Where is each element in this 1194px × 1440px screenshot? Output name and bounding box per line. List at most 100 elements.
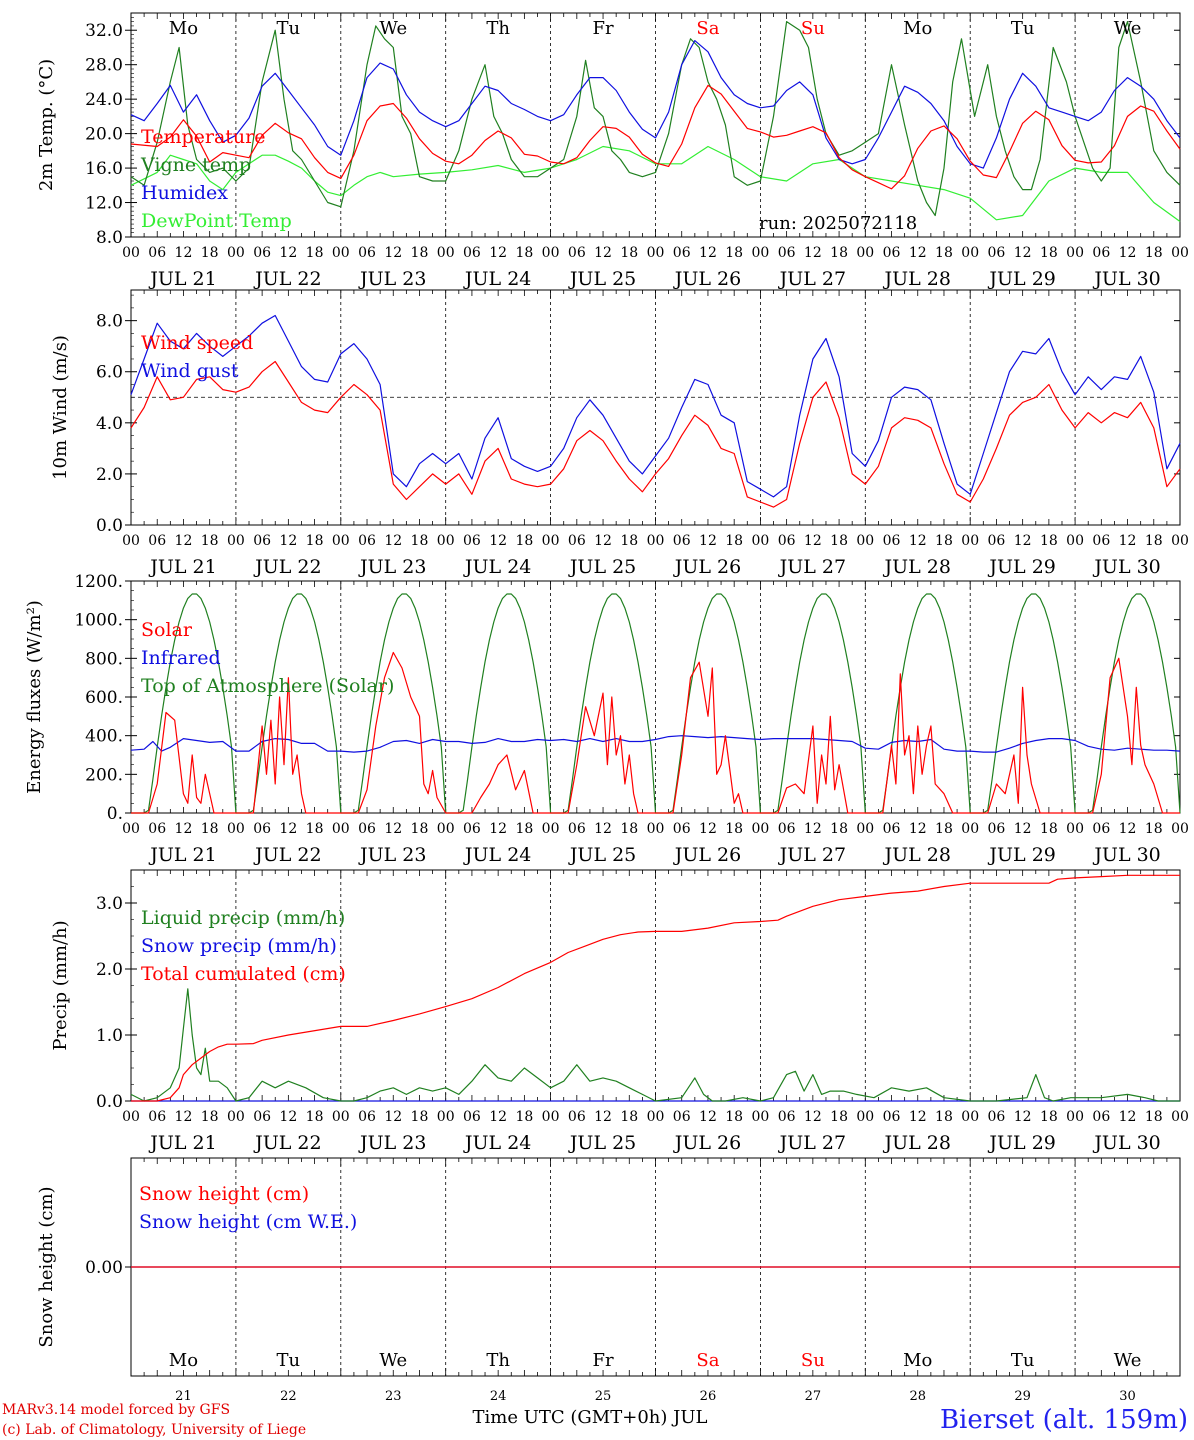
legend-entry: Total cumulated (cm) (141, 963, 346, 985)
hour-tick-label: 00 (437, 533, 455, 549)
hour-tick-label: 06 (778, 533, 796, 549)
hour-tick-label: 00 (332, 1109, 350, 1125)
legend-entry: Humidex (141, 182, 228, 204)
day-of-week-label: We (1114, 18, 1142, 39)
hour-tick-label: 06 (673, 245, 691, 261)
hour-tick-label: 12 (384, 821, 402, 837)
y-tick-label: 0.00 (85, 1258, 123, 1278)
date-label: JUL 30 (1092, 1132, 1160, 1154)
day-of-week-label: We (1114, 1350, 1142, 1371)
hour-tick-label: 06 (253, 1109, 271, 1125)
y-tick-label: 6.0 (96, 363, 123, 383)
hour-tick-label: 18 (306, 533, 324, 549)
date-label: JUL 22 (253, 844, 321, 866)
hour-tick-label: 12 (1014, 245, 1032, 261)
day-number-label: 27 (805, 1389, 822, 1404)
run-label: run: 2025072118 (759, 213, 917, 234)
day-of-week-label: We (379, 1350, 407, 1371)
hour-tick-label: 06 (358, 533, 376, 549)
hour-tick-label: 18 (935, 533, 953, 549)
legend-entry: Liquid precip (mm/h) (141, 907, 345, 929)
hour-tick-label: 18 (830, 245, 848, 261)
day-of-week-label: Mo (903, 1350, 932, 1371)
hour-tick-label: 18 (1145, 245, 1163, 261)
y-tick-label: 2.0 (96, 960, 123, 980)
hour-tick-label: 06 (778, 821, 796, 837)
y-tick-label: 400. (85, 727, 123, 747)
hour-tick-label: 12 (1014, 1109, 1032, 1125)
day-of-week-label: Tu (277, 1350, 301, 1371)
hour-tick-label: 12 (489, 533, 507, 549)
date-label: JUL 23 (358, 844, 426, 866)
hour-tick-label: 12 (175, 533, 193, 549)
hour-tick-label: 06 (673, 821, 691, 837)
legend-entry: Top of Atmosphere (Solar) (141, 675, 394, 697)
hour-tick-label: 12 (1014, 533, 1032, 549)
hour-tick-label: 18 (1040, 245, 1058, 261)
date-label: JUL 29 (987, 556, 1055, 578)
hour-tick-label: 12 (594, 1109, 612, 1125)
date-label: JUL 23 (358, 268, 426, 290)
legend-entry: Wind gust (141, 360, 239, 382)
hour-tick-label: 18 (620, 533, 638, 549)
day-of-week-label: Fr (593, 1350, 614, 1371)
hour-tick-label: 06 (148, 821, 166, 837)
date-label: JUL 27 (778, 844, 846, 866)
y-tick-label: 8.0 (96, 312, 123, 332)
hour-tick-label: 12 (279, 1109, 297, 1125)
y-tick-label: 12.0 (85, 194, 123, 214)
y-tick-label: 200. (85, 765, 123, 785)
hour-tick-label: 18 (515, 821, 533, 837)
date-label: JUL 24 (463, 556, 531, 578)
y-tick-label: 0. (107, 804, 123, 824)
hour-tick-label: 06 (778, 1109, 796, 1125)
hour-tick-label: 00 (961, 821, 979, 837)
hour-tick-label: 06 (253, 821, 271, 837)
hour-tick-label: 12 (489, 245, 507, 261)
hour-tick-label: 00 (647, 1109, 665, 1125)
hour-tick-label: 12 (699, 245, 717, 261)
hour-tick-label: 00 (856, 821, 874, 837)
legend-entry: Snow height (cm W.E.) (139, 1211, 357, 1233)
hour-tick-label: 06 (988, 821, 1006, 837)
date-label: JUL 27 (778, 1132, 846, 1154)
hour-tick-label: 06 (148, 245, 166, 261)
panel-3 (125, 580, 1181, 814)
series-line-vigne-temp (130, 21, 1181, 217)
date-label: JUL 21 (148, 556, 216, 578)
hour-tick-label: 06 (1092, 245, 1110, 261)
hour-tick-label: 00 (856, 533, 874, 549)
day-number-label: 28 (909, 1389, 926, 1404)
hour-tick-label: 00 (647, 533, 665, 549)
y-axis-label: 10m Wind (m/s) (50, 335, 71, 480)
y-tick-label: 4.0 (96, 414, 123, 434)
hour-tick-label: 12 (489, 821, 507, 837)
hour-tick-label: 12 (594, 533, 612, 549)
hour-tick-label: 18 (515, 533, 533, 549)
day-of-week-label: Fr (593, 18, 614, 39)
y-axis-label: Snow height (cm) (36, 1186, 57, 1347)
hour-tick-label: 06 (988, 1109, 1006, 1125)
hour-tick-label: 00 (1066, 245, 1084, 261)
hour-tick-label: 06 (148, 1109, 166, 1125)
legend-entry: Snow height (cm) (139, 1183, 309, 1205)
date-label: JUL 28 (883, 1132, 951, 1154)
hour-tick-label: 06 (463, 821, 481, 837)
hour-tick-label: 12 (175, 245, 193, 261)
hour-tick-label: 00 (856, 245, 874, 261)
hour-tick-label: 06 (1092, 821, 1110, 837)
day-of-week-label: Su (801, 1350, 825, 1371)
date-label: JUL 24 (463, 268, 531, 290)
hour-tick-label: 06 (568, 245, 586, 261)
hour-tick-label: 12 (1119, 1109, 1137, 1125)
time-axis-title: Time UTC (GMT+0h) JUL (473, 1407, 708, 1428)
day-number-label: 30 (1119, 1389, 1136, 1404)
hour-tick-label: 12 (384, 533, 402, 549)
date-label: JUL 23 (358, 1132, 426, 1154)
hour-tick-label: 00 (122, 245, 140, 261)
series-line-infrared (130, 735, 1181, 753)
hour-tick-label: 00 (437, 245, 455, 261)
hour-tick-label: 00 (122, 533, 140, 549)
hour-tick-label: 12 (594, 245, 612, 261)
date-label: JUL 30 (1092, 844, 1160, 866)
